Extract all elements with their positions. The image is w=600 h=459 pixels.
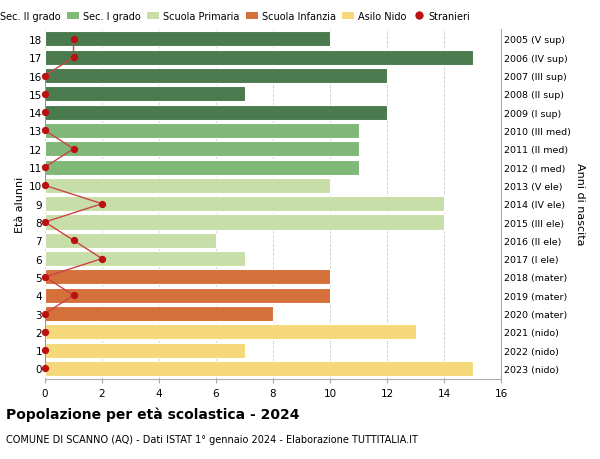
- Text: COMUNE DI SCANNO (AQ) - Dati ISTAT 1° gennaio 2024 - Elaborazione TUTTITALIA.IT: COMUNE DI SCANNO (AQ) - Dati ISTAT 1° ge…: [6, 434, 418, 444]
- Bar: [45, 179, 330, 194]
- Bar: [45, 270, 330, 285]
- Bar: [45, 33, 330, 47]
- Point: [69, 292, 78, 299]
- Bar: [45, 87, 245, 102]
- Bar: [45, 325, 415, 340]
- Bar: [45, 50, 473, 66]
- Point: [40, 310, 50, 318]
- Point: [97, 255, 107, 263]
- Bar: [45, 160, 359, 175]
- Point: [40, 109, 50, 117]
- Y-axis label: Età alunni: Età alunni: [15, 176, 25, 232]
- Text: Popolazione per età scolastica - 2024: Popolazione per età scolastica - 2024: [6, 406, 299, 421]
- Point: [69, 36, 78, 44]
- Bar: [45, 233, 216, 248]
- Point: [40, 73, 50, 80]
- Bar: [45, 215, 444, 230]
- Point: [69, 55, 78, 62]
- Point: [40, 91, 50, 98]
- Bar: [45, 69, 387, 84]
- Point: [40, 182, 50, 190]
- Bar: [45, 252, 245, 267]
- Point: [40, 128, 50, 135]
- Bar: [45, 288, 330, 303]
- Point: [69, 237, 78, 245]
- Point: [40, 365, 50, 372]
- Bar: [45, 306, 273, 321]
- Point: [40, 219, 50, 226]
- Point: [97, 201, 107, 208]
- Legend: Sec. II grado, Sec. I grado, Scuola Primaria, Scuola Infanzia, Asilo Nido, Stran: Sec. II grado, Sec. I grado, Scuola Prim…: [0, 11, 470, 22]
- Bar: [45, 142, 359, 157]
- Bar: [45, 106, 387, 120]
- Point: [69, 146, 78, 153]
- Bar: [45, 361, 473, 376]
- Point: [40, 347, 50, 354]
- Point: [40, 274, 50, 281]
- Point: [40, 164, 50, 171]
- Bar: [45, 124, 359, 139]
- Bar: [45, 197, 444, 212]
- Y-axis label: Anni di nascita: Anni di nascita: [575, 163, 584, 246]
- Point: [40, 329, 50, 336]
- Bar: [45, 343, 245, 358]
